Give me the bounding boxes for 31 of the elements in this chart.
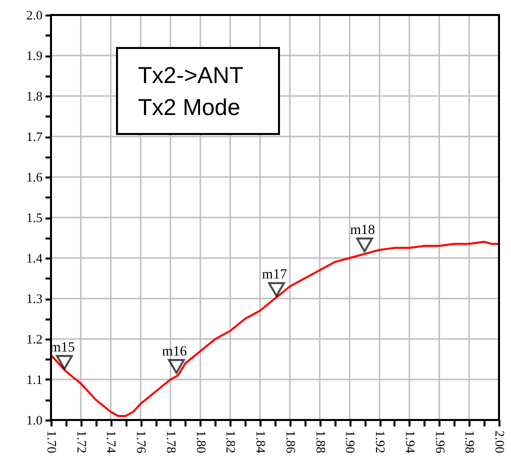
y-tick-label: 1.9 — [26, 48, 42, 63]
annotation: m16 — [162, 344, 187, 360]
x-tick-label: 2.00 — [492, 430, 508, 454]
annotation: m17 — [262, 268, 287, 282]
x-tick-label: 1.98 — [462, 430, 478, 454]
y-tick-label: 1.2 — [26, 332, 42, 346]
y-tick-label: 2.0 — [26, 8, 42, 22]
x-tick-label: 1.80 — [194, 430, 209, 454]
y-tick-label: 1.0 — [26, 412, 42, 428]
x-tick-label: 1.76 — [134, 430, 150, 454]
x-tick-label: 1.70 — [44, 430, 60, 454]
y-tick-label: 1.5 — [26, 210, 42, 225]
annotation: Tx2->ANT Tx2 Mode — [138, 62, 244, 120]
y-tick-label: 1.1 — [26, 372, 42, 387]
y-tick-label: 1.6 — [26, 170, 43, 184]
annotation: m18 — [350, 222, 376, 238]
x-tick-label: 1.88 — [313, 430, 328, 454]
y-tick-label: 1.4 — [26, 250, 43, 266]
x-tick-label: 1.72 — [74, 430, 90, 454]
x-tick-label: 1.74 — [104, 430, 120, 454]
x-tick-label: 1.86 — [283, 430, 298, 454]
x-tick-label: 1.78 — [164, 430, 179, 454]
x-tick-label: 1.94 — [402, 430, 418, 454]
x-tick-label: 1.90 — [343, 430, 358, 454]
y-tick-label: 1.3 — [26, 291, 42, 306]
x-tick-label: 1.82 — [224, 430, 239, 454]
y-tick-label: 1.7 — [26, 129, 43, 144]
y-tick-label: 1.8 — [26, 88, 42, 104]
x-tick-label: 1.96 — [432, 430, 448, 454]
x-tick-label: 1.84 — [254, 430, 269, 454]
x-tick-label: 1.92 — [373, 430, 388, 454]
